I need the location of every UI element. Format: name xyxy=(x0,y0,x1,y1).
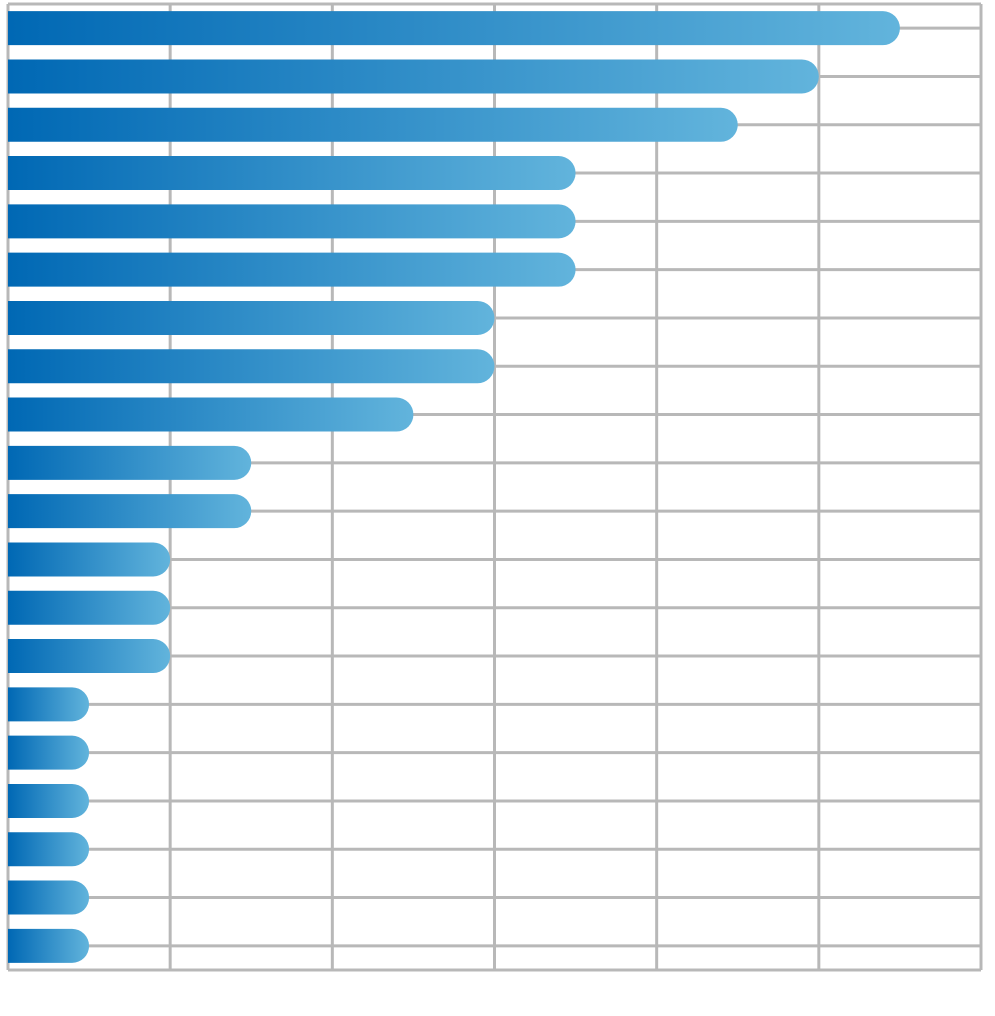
bar-16 xyxy=(8,735,90,770)
bar-12 xyxy=(8,542,171,577)
bar-10 xyxy=(8,445,252,480)
bar-18 xyxy=(8,832,90,867)
bar-6 xyxy=(8,252,576,287)
bar-11 xyxy=(8,494,252,529)
bar-17 xyxy=(8,783,90,818)
bar-4 xyxy=(8,156,576,191)
bar-15 xyxy=(8,687,90,722)
bar-19 xyxy=(8,880,90,915)
bar-3 xyxy=(8,107,738,142)
bar-7 xyxy=(8,300,495,335)
bar-2 xyxy=(8,59,819,94)
bar-13 xyxy=(8,590,171,625)
bar-20 xyxy=(8,928,90,963)
bar-9 xyxy=(8,397,414,432)
bar-series xyxy=(8,11,900,963)
bar-1 xyxy=(8,11,900,46)
bar-8 xyxy=(8,349,495,384)
bar-5 xyxy=(8,204,576,239)
bar-14 xyxy=(8,639,171,674)
